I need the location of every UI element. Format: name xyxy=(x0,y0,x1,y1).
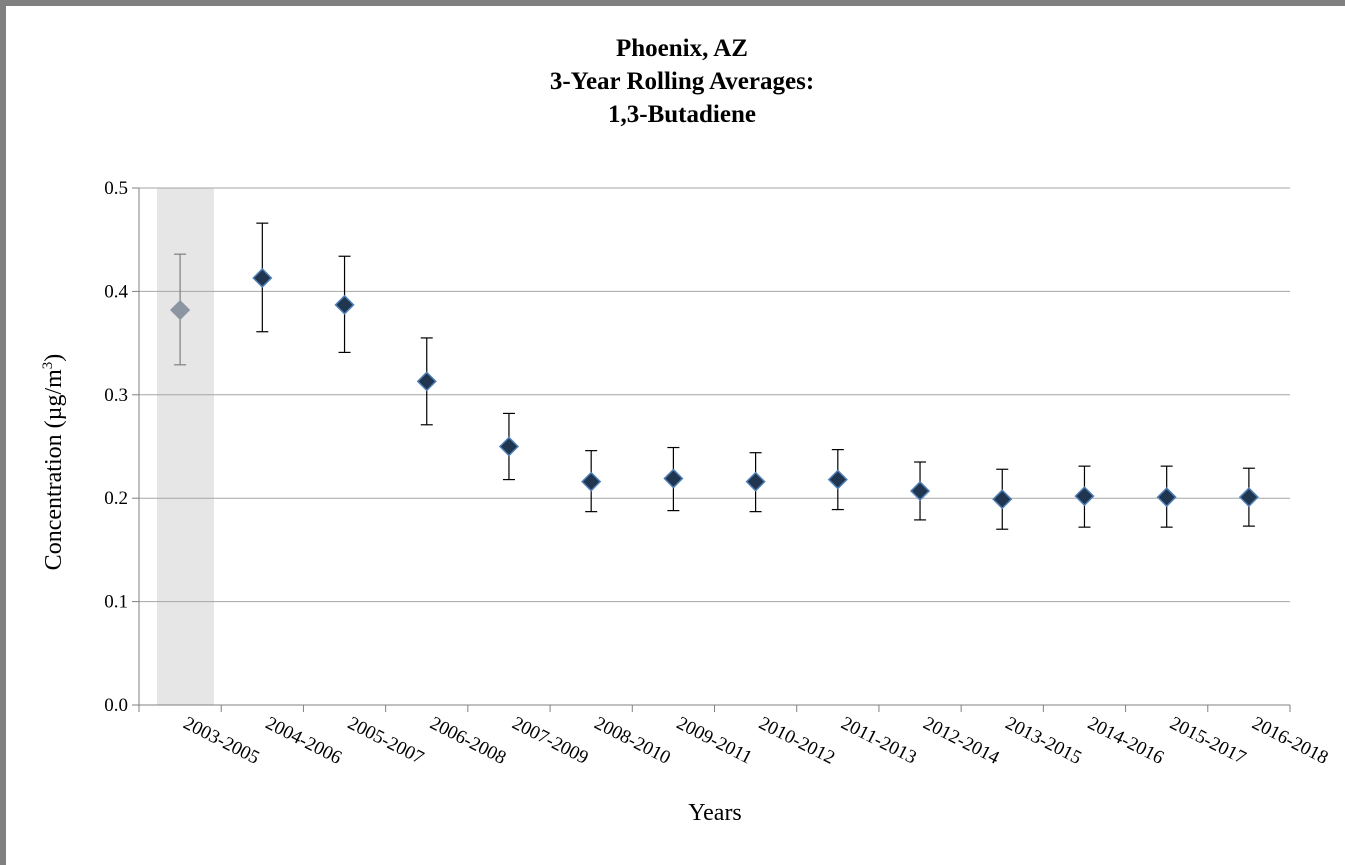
y-axis-title: Concentration (µg/m3) xyxy=(40,354,67,571)
data-point xyxy=(581,471,602,492)
shaded-region xyxy=(157,188,214,705)
data-point xyxy=(1074,486,1095,507)
y-axis-title-superscript: 3 xyxy=(40,362,56,370)
chart-title-line-1: Phoenix, AZ xyxy=(616,35,748,62)
x-category-label: 2004-2006 xyxy=(262,713,345,769)
y-tick-label: 0.4 xyxy=(104,281,128,302)
data-point xyxy=(745,471,766,492)
x-category-label: 2010-2012 xyxy=(755,713,838,769)
data-point xyxy=(827,469,848,490)
x-category-label: 2007-2009 xyxy=(509,713,592,769)
data-point xyxy=(1238,487,1259,508)
data-point xyxy=(416,371,437,392)
plot-area: 0.0 0.1 0.2 0.3 0.4 0.5 2003-2005 2004-2006 2005… xyxy=(104,178,1331,769)
x-category-label: 2008-2010 xyxy=(591,713,674,769)
x-category-label: 2011-2013 xyxy=(838,713,920,769)
x-category-label: 2013-2015 xyxy=(1002,713,1085,769)
y-tick-label: 0.1 xyxy=(104,592,128,613)
y-tick-label: 0.0 xyxy=(104,695,128,716)
chart-title-line-2: 3-Year Rolling Averages: xyxy=(550,68,814,95)
data-point xyxy=(498,436,520,457)
data-point xyxy=(992,489,1013,510)
y-tick-label: 0.3 xyxy=(104,385,128,406)
x-axis-title: Years xyxy=(688,800,742,826)
data-point xyxy=(663,468,684,489)
data-point xyxy=(334,294,355,315)
data-point xyxy=(252,267,273,289)
x-category-label: 2009-2011 xyxy=(673,713,755,769)
x-category-label: 2015-2017 xyxy=(1166,713,1249,769)
x-category-label: 2016-2018 xyxy=(1249,713,1332,769)
x-category-label: 2006-2008 xyxy=(426,713,509,769)
data-point xyxy=(909,480,931,502)
y-axis-title-close: ) xyxy=(41,354,67,362)
chart-title-line-3: 1,3-Butadiene xyxy=(608,101,756,128)
data-point xyxy=(1156,487,1177,508)
x-category-label: 2005-2007 xyxy=(344,713,427,769)
x-category-label: 2014-2016 xyxy=(1084,713,1167,769)
chart-svg: Phoenix, AZ 3-Year Rolling Averages: 1,3… xyxy=(40,35,1332,826)
y-tick-label: 0.2 xyxy=(104,488,128,509)
y-axis-title-main: Concentration (µg/m xyxy=(41,369,67,570)
x-category-label: 2003-2005 xyxy=(180,713,263,769)
data-point xyxy=(170,299,191,321)
y-tick-label: 0.5 xyxy=(104,178,128,199)
x-category-label: 2012-2014 xyxy=(920,713,1003,769)
